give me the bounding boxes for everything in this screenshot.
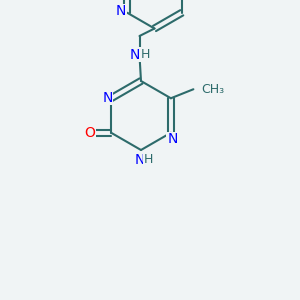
Text: N: N xyxy=(116,4,126,18)
Text: CH₃: CH₃ xyxy=(201,83,224,96)
Text: H: H xyxy=(144,153,153,166)
Text: N: N xyxy=(167,132,178,146)
Text: N: N xyxy=(102,91,113,105)
Text: H: H xyxy=(141,48,150,61)
Text: N: N xyxy=(134,153,145,166)
Text: O: O xyxy=(85,126,96,140)
Text: N: N xyxy=(129,48,140,62)
